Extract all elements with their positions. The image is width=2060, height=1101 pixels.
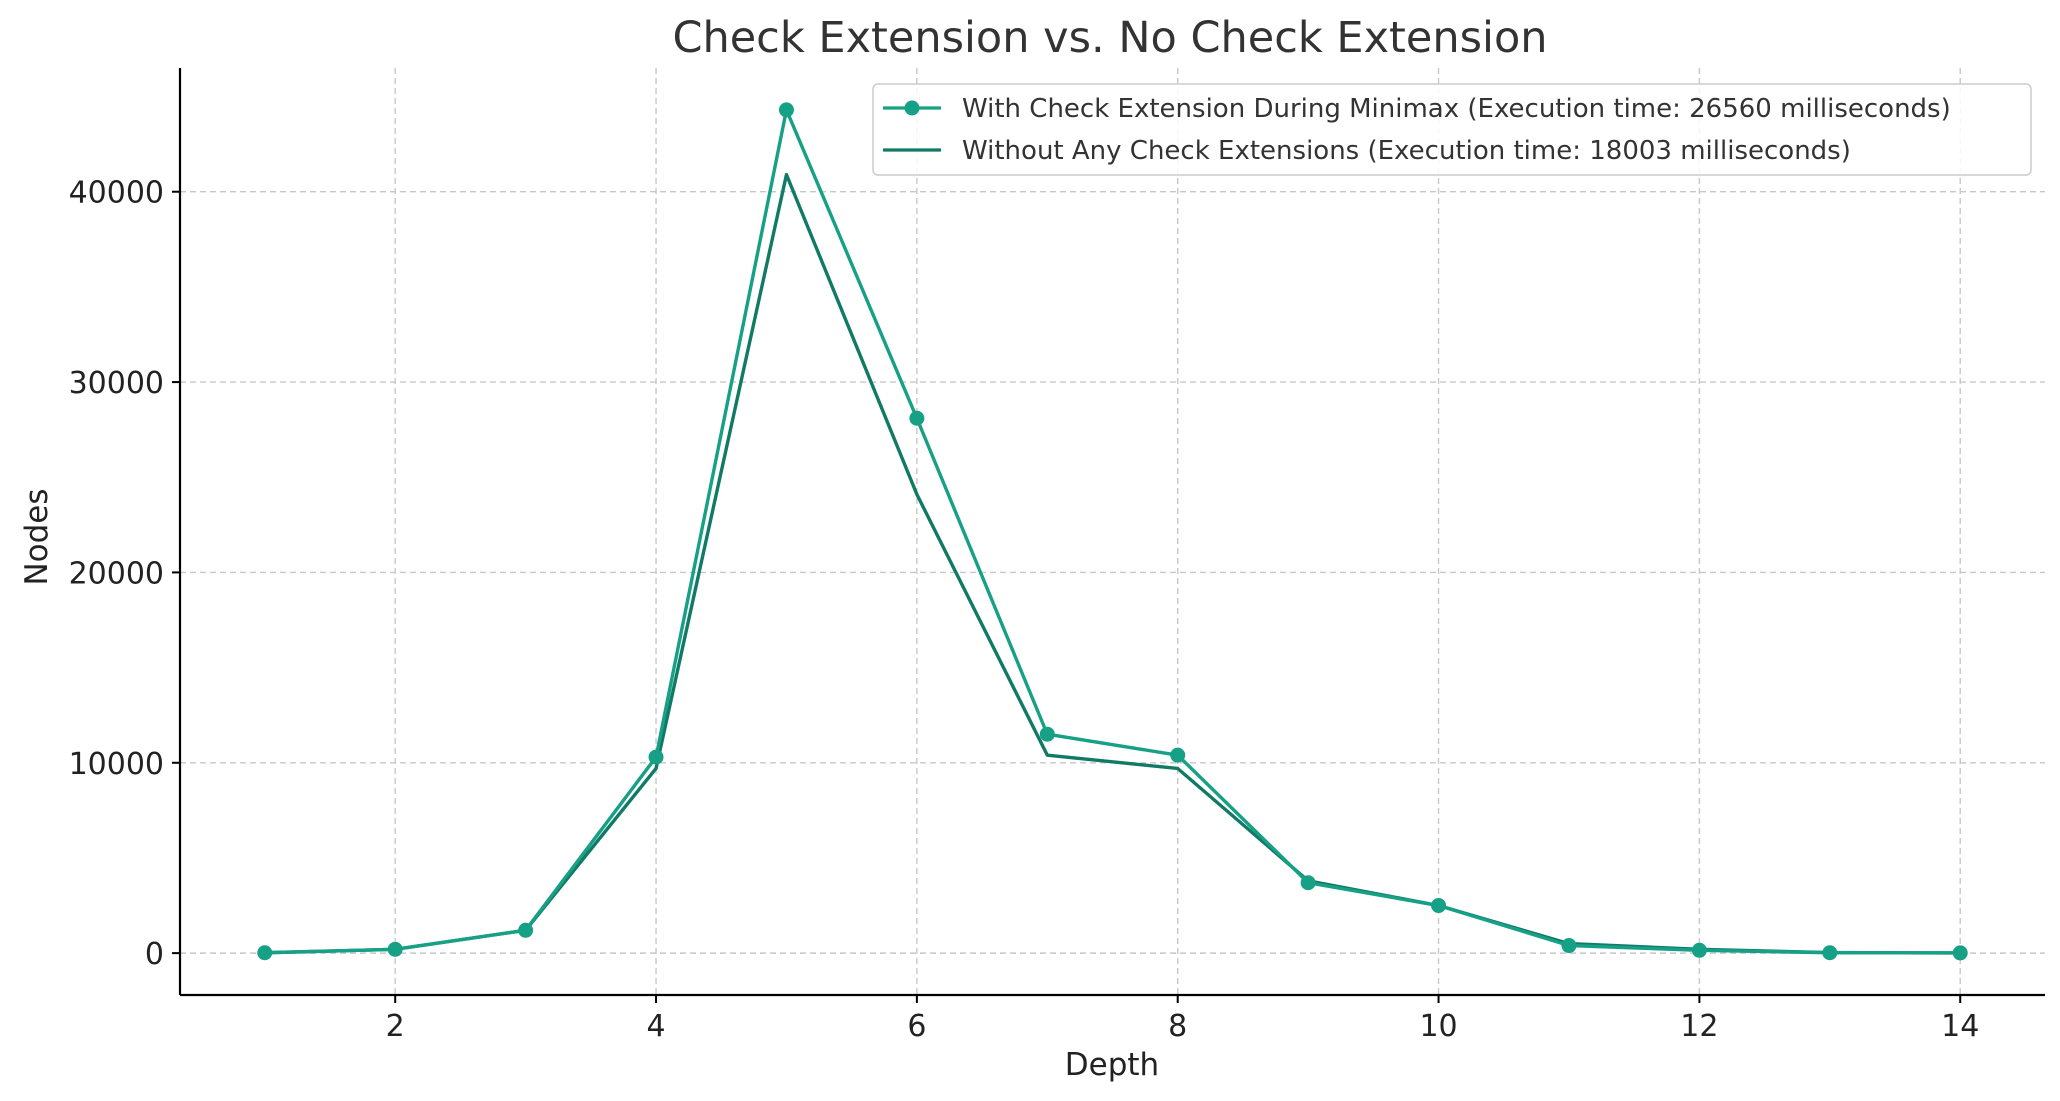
data-point-with-check (1952, 945, 1968, 961)
legend-marker-with-check (904, 100, 920, 116)
data-point-with-check (778, 102, 794, 118)
y-tick-label: 20000 (69, 556, 164, 591)
data-point-with-check (1431, 898, 1447, 914)
legend-label-with-check: With Check Extension During Minimax (Exe… (962, 94, 1951, 124)
x-tick-label: 10 (1419, 1009, 1457, 1044)
data-point-with-check (909, 410, 925, 426)
y-tick-label: 0 (145, 937, 164, 972)
x-tick-label: 14 (1941, 1009, 1979, 1044)
data-point-with-check (1822, 945, 1838, 961)
y-axis-label: Nodes (19, 488, 55, 585)
series-line-with-check (264, 108, 1961, 955)
y-tick-label: 30000 (69, 366, 164, 401)
legend: With Check Extension During Minimax (Exe… (872, 83, 2032, 176)
axes (178, 68, 2045, 997)
data-point-with-check (1561, 938, 1577, 954)
legend-label-without-check: Without Any Check Extensions (Execution … (962, 136, 1851, 166)
data-point-with-check (1300, 875, 1316, 891)
data-point-with-check (648, 749, 664, 765)
x-tick-label: 4 (646, 1009, 665, 1044)
x-axis-label: Depth (1065, 1047, 1159, 1083)
x-tick-label: 12 (1680, 1009, 1718, 1044)
chart-title: Check Extension vs. No Check Extension (672, 13, 1547, 63)
x-tick-label: 2 (386, 1009, 405, 1044)
series-layer (257, 102, 1968, 961)
y-tick-label: 10000 (69, 747, 164, 782)
legend-box (872, 83, 2032, 176)
series-line-without-check (264, 172, 1961, 955)
grid-lines (180, 68, 2045, 995)
y-tick-label: 40000 (69, 176, 164, 211)
data-point-with-check (1691, 942, 1707, 958)
data-point-with-check (387, 941, 403, 957)
data-point-with-check (1039, 726, 1055, 742)
x-tick-label: 8 (1168, 1009, 1187, 1044)
data-point-with-check (257, 945, 273, 961)
x-tick-label: 6 (907, 1009, 926, 1044)
tick-labels: 2 4 6 8 10 12 14 0 10000 20000 30000 40000 (69, 176, 1980, 1044)
data-point-with-check (518, 922, 534, 938)
data-point-with-check (1170, 747, 1186, 763)
